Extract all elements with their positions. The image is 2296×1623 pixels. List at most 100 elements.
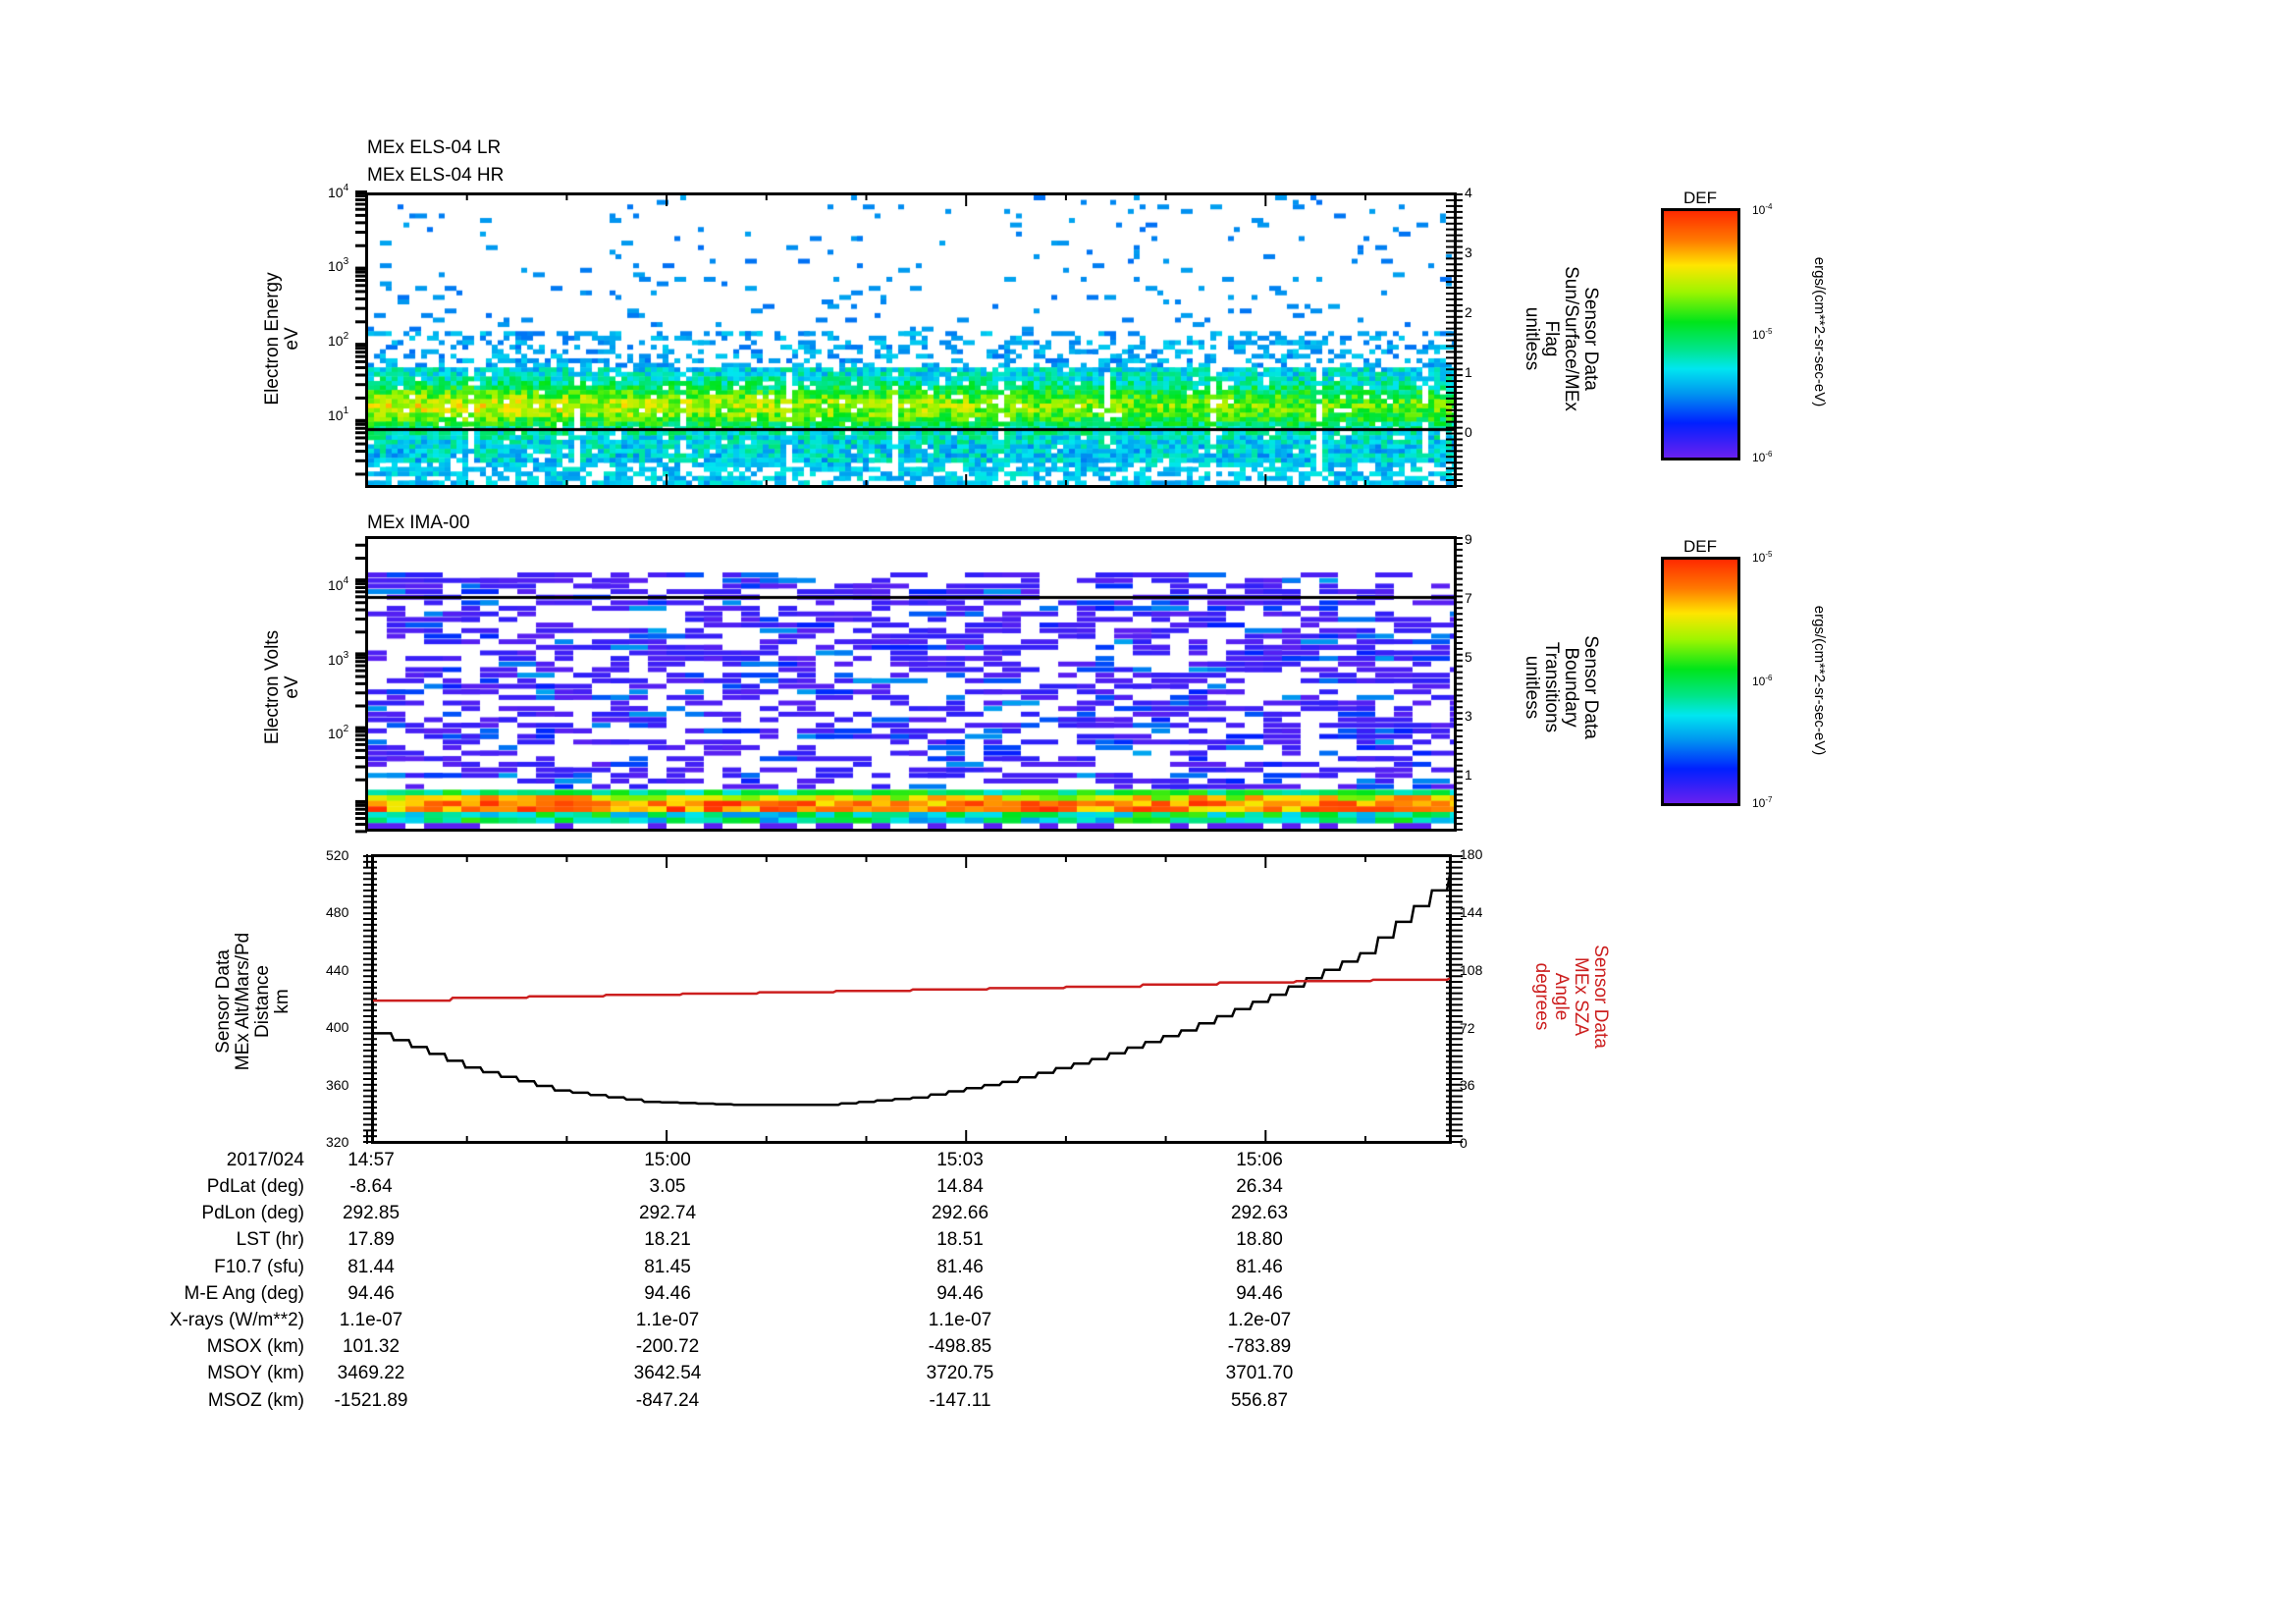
ephemeris-row-label: MSOX (km): [206, 1336, 304, 1358]
els-ytick-10e4: 104: [328, 183, 349, 200]
ephemeris-value: 1.2e-07: [1227, 1310, 1292, 1330]
ephemeris-row-label: X-rays (W/m**2): [169, 1310, 304, 1330]
ephemeris-row: PdLat (deg) -8.64 3.05 14.84 26.34: [0, 1174, 2296, 1200]
ephemeris-value: 94.46: [1236, 1282, 1283, 1304]
ima-y2tick-1: 1: [1465, 767, 1472, 783]
ephemeris-value: 3469.22: [337, 1363, 405, 1384]
alt-ytick-320: 320: [326, 1134, 349, 1150]
ephemeris-value: 81.44: [347, 1256, 395, 1277]
ephemeris-value: 17.89: [347, 1229, 395, 1251]
els-colorbar-mid: 10-5: [1752, 327, 1773, 342]
ima-y2tick-9: 9: [1465, 531, 1472, 547]
ephemeris-value: -498.85: [928, 1336, 992, 1358]
ima-y2tick-3: 3: [1465, 708, 1472, 724]
els-title-lr: MEx ELS-04 LR: [367, 137, 502, 158]
ephemeris-row-label: PdLat (deg): [206, 1176, 304, 1197]
ephemeris-row: MSOZ (km) -1521.89 -847.24 -147.11 556.87: [0, 1388, 2296, 1414]
ephemeris-value: 94.46: [644, 1282, 691, 1304]
sza-ytick-0: 0: [1460, 1135, 1468, 1151]
ephemeris-value: -1521.89: [334, 1389, 408, 1411]
sza-line: [373, 977, 1451, 1002]
els-colorbar: [1661, 208, 1740, 460]
ephemeris-value: 94.46: [347, 1282, 395, 1304]
els-title-hr: MEx ELS-04 HR: [367, 165, 505, 186]
ima-colorbar-title: DEF: [1683, 537, 1717, 556]
ephemeris-value: 26.34: [1236, 1176, 1283, 1197]
ima-ytick-10e4: 104: [328, 575, 349, 593]
ephemeris-row: MSOX (km) 101.32 -200.72 -498.85 -783.89: [0, 1334, 2296, 1360]
els-spectrogram-plot[interactable]: [365, 192, 1457, 488]
ephemeris-value: 3720.75: [926, 1363, 994, 1384]
els-y2tick-4: 4: [1465, 185, 1472, 200]
ephemeris-value: 292.63: [1230, 1203, 1289, 1224]
ephemeris-value: -783.89: [1227, 1336, 1292, 1358]
sza-ylabel: Sensor Data MEx SZA Angle degrees: [1531, 945, 1611, 1049]
ephemeris-value: -847.24: [635, 1389, 700, 1411]
ephemeris-row-label: F10.7 (sfu): [214, 1256, 304, 1277]
alt-ytick-400: 400: [326, 1019, 349, 1035]
ephemeris-row: F10.7 (sfu) 81.44 81.45 81.46 81.46: [0, 1255, 2296, 1280]
time-axis-row: 2017/024 14:57 15:00 15:03 15:06: [0, 1148, 2296, 1173]
time-tick-0: 14:57: [347, 1150, 395, 1170]
ephemeris-value: 3.05: [649, 1176, 686, 1197]
els-colorbar-title: DEF: [1683, 189, 1717, 207]
ephemeris-value: 18.51: [936, 1229, 984, 1251]
ephemeris-row-label: PdLon (deg): [201, 1203, 304, 1224]
ephemeris-value: 1.1e-07: [928, 1310, 992, 1330]
ephemeris-row-label: MSOZ (km): [207, 1389, 304, 1411]
ephemeris-row: M-E Ang (deg) 94.46 94.46 94.46 94.46: [0, 1281, 2296, 1307]
els-y2tick-0: 0: [1465, 424, 1472, 440]
sza-ytick-180: 180: [1460, 846, 1483, 862]
els-ytick-10e2: 102: [328, 331, 349, 349]
ephemeris-value: 81.45: [644, 1256, 691, 1277]
alt-ytick-360: 360: [326, 1077, 349, 1093]
els-colorbar-max: 10-4: [1752, 202, 1773, 217]
alt-ytick-480: 480: [326, 904, 349, 920]
els-colorbar-min: 10-6: [1752, 450, 1773, 464]
ephemeris-value: 1.1e-07: [635, 1310, 700, 1330]
ephemeris-value: 292.66: [931, 1203, 989, 1224]
alt-ytick-440: 440: [326, 962, 349, 978]
ephemeris-row: MSOY (km) 3469.22 3642.54 3720.75 3701.70: [0, 1361, 2296, 1386]
els-y2tick-3: 3: [1465, 244, 1472, 260]
ephemeris-value: 556.87: [1230, 1389, 1289, 1411]
time-tick-3: 15:06: [1236, 1150, 1283, 1170]
els-spectrogram-canvas: [368, 195, 1454, 485]
sza-ytick-144: 144: [1460, 904, 1483, 920]
ephemeris-value: 94.46: [936, 1282, 984, 1304]
ephemeris-row-label: MSOY (km): [207, 1363, 304, 1384]
ephemeris-row: PdLon (deg) 292.85 292.74 292.66 292.63: [0, 1201, 2296, 1226]
ephemeris-value: 3642.54: [633, 1363, 702, 1384]
ephemeris-row: LST (hr) 17.89 18.21 18.51 18.80: [0, 1227, 2296, 1253]
ephemeris-value: 18.80: [1236, 1229, 1283, 1251]
altitude-sza-line-plot[interactable]: [371, 854, 1452, 1144]
els-y2tick-2: 2: [1465, 304, 1472, 320]
els-y2tick-1: 1: [1465, 364, 1472, 380]
ephemeris-row-label: M-E Ang (deg): [184, 1282, 305, 1304]
sza-ytick-72: 72: [1460, 1020, 1475, 1036]
ephemeris-value: 18.21: [644, 1229, 691, 1251]
els-ytick-10e1: 101: [328, 406, 349, 423]
ima-spectrogram-canvas: [368, 539, 1454, 829]
ephemeris-value: 3701.70: [1225, 1363, 1294, 1384]
ima-spectrogram-plot[interactable]: [365, 536, 1457, 832]
sza-ytick-36: 36: [1460, 1077, 1475, 1093]
ephemeris-row-label: LST (hr): [236, 1229, 304, 1251]
ima-y2tick-7: 7: [1465, 590, 1472, 606]
ephemeris-value: 101.32: [342, 1336, 400, 1358]
ephemeris-value: -200.72: [635, 1336, 700, 1358]
time-tick-1: 15:00: [644, 1150, 691, 1170]
date-label: 2017/024: [226, 1150, 304, 1170]
ima-colorbar-min: 10-7: [1752, 795, 1773, 810]
ephemeris-row: X-rays (W/m**2) 1.1e-07 1.1e-07 1.1e-07 1.2e…: [0, 1308, 2296, 1333]
els-ytick-10e3: 103: [328, 256, 349, 274]
ephemeris-value: 81.46: [936, 1256, 984, 1277]
ima-colorbar: [1661, 557, 1740, 806]
ima-colorbar-max: 10-5: [1752, 550, 1773, 565]
altitude-line: [373, 874, 1452, 1107]
ima-y2tick-5: 5: [1465, 649, 1472, 665]
ima-ytick-10e3: 103: [328, 650, 349, 668]
ima-colorbar-mid: 10-6: [1752, 674, 1773, 688]
ephemeris-value: 292.85: [342, 1203, 400, 1224]
